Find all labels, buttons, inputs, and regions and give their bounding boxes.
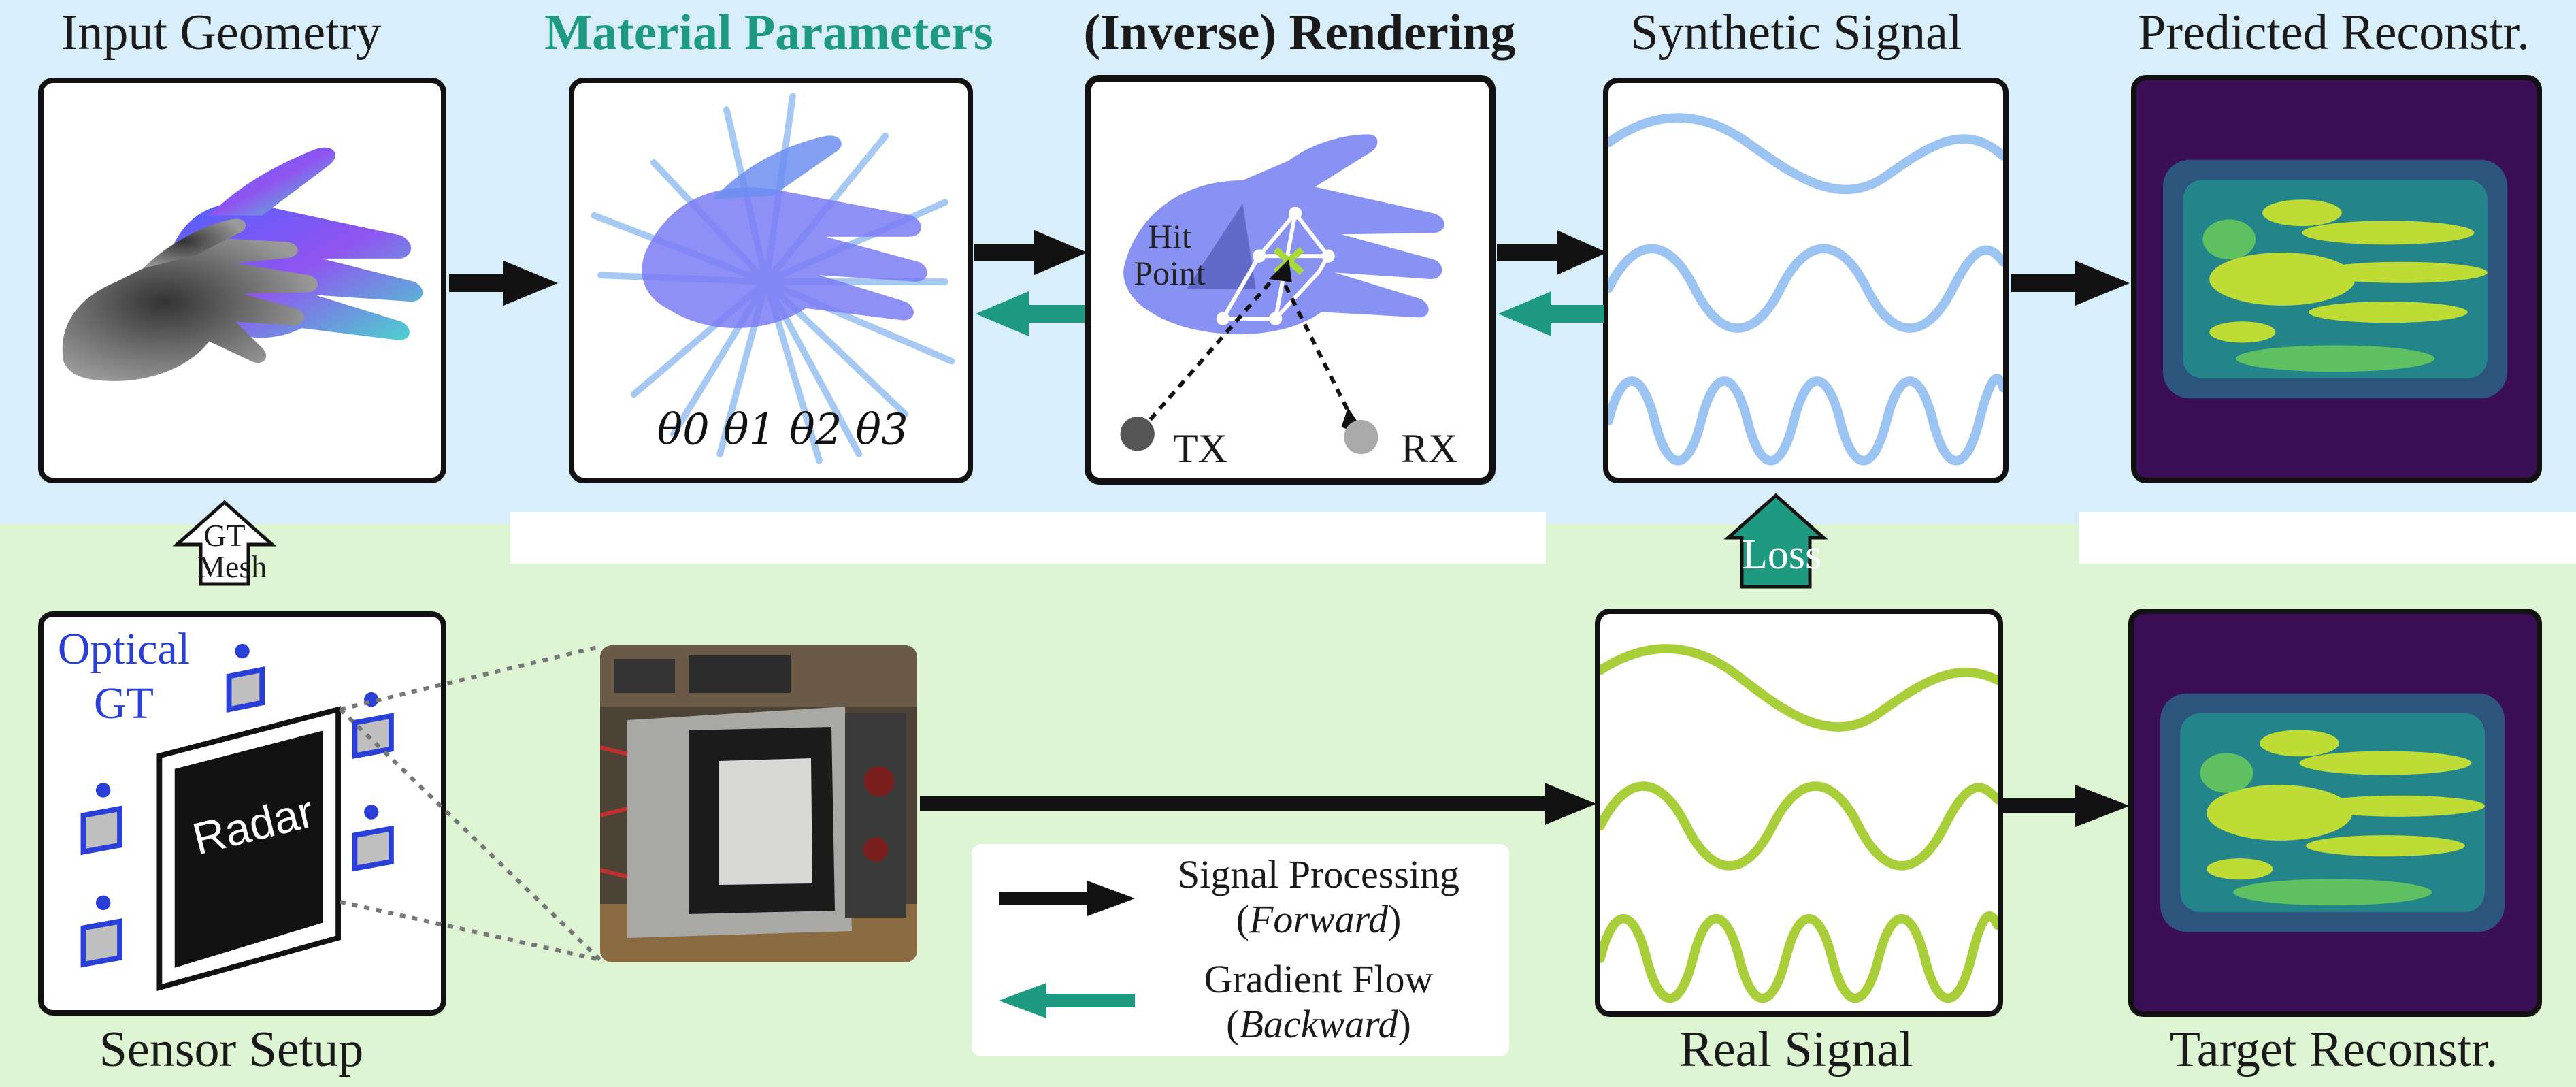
forward-arrow-3: [1497, 230, 1607, 275]
radar-photo-image: [600, 645, 917, 962]
divider-strip: [510, 512, 1546, 564]
title-inverse-rendering: (Inverse) Rendering: [1041, 4, 1558, 62]
sensor-setup-panel: Optical GT Radar: [38, 611, 446, 1016]
gt-mesh-label: GT Mesh: [197, 518, 267, 584]
legend-backward-arrow: [999, 983, 1135, 1018]
forward-arrow-6: [2003, 785, 2130, 827]
optical-gt-line2: GT: [94, 679, 154, 728]
forward-arrow-5: [920, 783, 1596, 825]
legend-box: Signal Processing (Forward) Gradient Flo…: [972, 844, 1509, 1056]
hit-point-label: Hit Point: [1112, 218, 1227, 291]
gt-mesh-line1: GT: [203, 518, 246, 553]
rx-label: RX: [1401, 426, 1458, 471]
forward-arrow-2: [974, 230, 1087, 275]
input-geometry-panel: [38, 78, 446, 483]
legend-forward-line2: Forward: [1249, 897, 1389, 941]
theta-3-label: θ3: [856, 404, 908, 454]
material-parameters-panel: θ0 θ1 θ2 θ3: [569, 78, 973, 483]
synthetic-waveforms: [1608, 113, 2003, 466]
sensor-setup-diagram: [80, 643, 394, 992]
synthetic-signal-panel: [1603, 78, 2009, 483]
target-reconstruction-panel: [2128, 609, 2542, 1017]
optical-gt-label: Optical GT: [49, 622, 199, 731]
real-signal-panel: [1595, 609, 2003, 1017]
real-waveforms: [1600, 644, 1998, 1003]
loss-arrow: [1723, 493, 1828, 589]
legend-forward-arrow: [999, 881, 1135, 916]
legend-backward-line2: Backward: [1239, 1002, 1398, 1046]
rendering-scene: [1120, 134, 1444, 455]
forward-arrow-4: [2011, 261, 2130, 306]
title-synthetic-signal: Synthetic Signal: [1630, 5, 1962, 61]
title-material-parameters: Material Parameters: [544, 5, 993, 61]
forward-arrow-1: [449, 261, 558, 306]
target-reconstruction-image: [2160, 693, 2505, 932]
legend-backward-line1: Gradient Flow: [1204, 957, 1434, 1001]
radar-hardware-photo: [600, 645, 917, 962]
theta-1-label: θ1: [723, 404, 776, 454]
hit-point-line1: Hit: [1148, 217, 1191, 255]
title-real-signal: Real Signal: [1679, 1022, 1913, 1077]
material-hand-image: θ0 θ1 θ2 θ3: [591, 93, 955, 464]
hand-geometry-image: [62, 147, 423, 381]
title-predicted-reconstr: Predicted Reconstr.: [2138, 5, 2530, 61]
title-input-geometry: Input Geometry: [61, 5, 382, 61]
optical-gt-line1: Optical: [57, 624, 191, 674]
legend-backward-text: Gradient Flow (Backward): [1149, 957, 1489, 1047]
title-sensor-setup: Sensor Setup: [99, 1022, 364, 1077]
divider-strip: [2079, 512, 2576, 564]
title-inverse-rendering-suffix: Rendering: [1289, 5, 1516, 61]
hit-point-line2: Point: [1134, 254, 1206, 292]
gt-mesh-arrow: [172, 500, 277, 586]
tx-label: TX: [1173, 426, 1227, 471]
gradient-arrow-1: [976, 291, 1085, 336]
legend-forward-line1: Signal Processing: [1177, 852, 1460, 896]
rendering-panel: Hit Point TX RX: [1085, 75, 1496, 485]
gt-mesh-line2: Mesh: [197, 549, 267, 584]
title-inverse-rendering-prefix: (Inverse): [1083, 5, 1277, 61]
loss-label: Loss: [1742, 532, 1822, 578]
predicted-reconstruction-image: [2162, 159, 2508, 399]
gradient-arrow-2: [1498, 291, 1604, 336]
theta-2-label: θ2: [789, 404, 842, 454]
theta-0-label: θ0: [657, 404, 710, 454]
predicted-reconstruction-panel: [2131, 75, 2542, 483]
title-target-reconstr: Target Reconstr.: [2169, 1022, 2498, 1077]
legend-forward-text: Signal Processing (Forward): [1149, 852, 1489, 942]
